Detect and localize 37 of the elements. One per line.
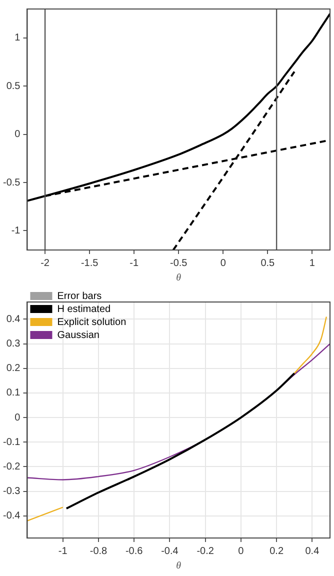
x-axis-title: θ <box>176 272 182 284</box>
y-tick-label: 0 <box>14 412 21 424</box>
x-tick-label: -0.6 <box>125 546 144 557</box>
y-tick-label: 0.3 <box>6 338 21 350</box>
x-tick-label: 0 <box>238 546 244 557</box>
x-tick-label: -1.5 <box>80 258 99 269</box>
legend-label: Gaussian <box>57 330 100 341</box>
x-tick-label: -1 <box>58 546 68 557</box>
y-tick-label: -0.4 <box>2 510 21 522</box>
x-tick-label: -1 <box>130 258 139 269</box>
y-tick-label: -0.1 <box>2 436 21 448</box>
y-tick-label: -0.2 <box>2 461 21 472</box>
y-tick-label: 0 <box>14 129 21 140</box>
y-tick-label: 0.1 <box>6 388 21 399</box>
x-tick-label: 0 <box>220 258 226 269</box>
y-tick-label: 1 <box>14 32 21 44</box>
x-tick-label: -0.2 <box>196 546 214 557</box>
y-tick-label: 0.5 <box>6 80 21 92</box>
legend-label: H estimated <box>57 304 111 315</box>
y-tick-label: 0.4 <box>6 314 21 325</box>
x-tick-label: 1 <box>309 258 316 269</box>
y-tick-label: -1 <box>11 225 21 236</box>
y-tick-label: -0.3 <box>2 486 21 498</box>
x-tick-label: -0.8 <box>90 546 108 557</box>
legend-label: Explicit solution <box>57 316 126 328</box>
x-tick-label: 0.2 <box>270 546 284 557</box>
x-axis-title: θ <box>176 560 182 572</box>
legend-label: Error bars <box>57 290 102 302</box>
x-tick-label: -0.4 <box>161 546 179 557</box>
line-series <box>27 12 330 202</box>
y-tick-label: 0.2 <box>6 363 21 374</box>
x-tick-label: -2 <box>40 258 50 269</box>
x-tick-label: -0.5 <box>170 258 188 269</box>
x-tick-label: 0.4 <box>305 546 320 557</box>
x-tick-label: 0.5 <box>260 258 276 269</box>
y-tick-label: -0.5 <box>2 177 21 188</box>
line-series <box>65 372 296 510</box>
